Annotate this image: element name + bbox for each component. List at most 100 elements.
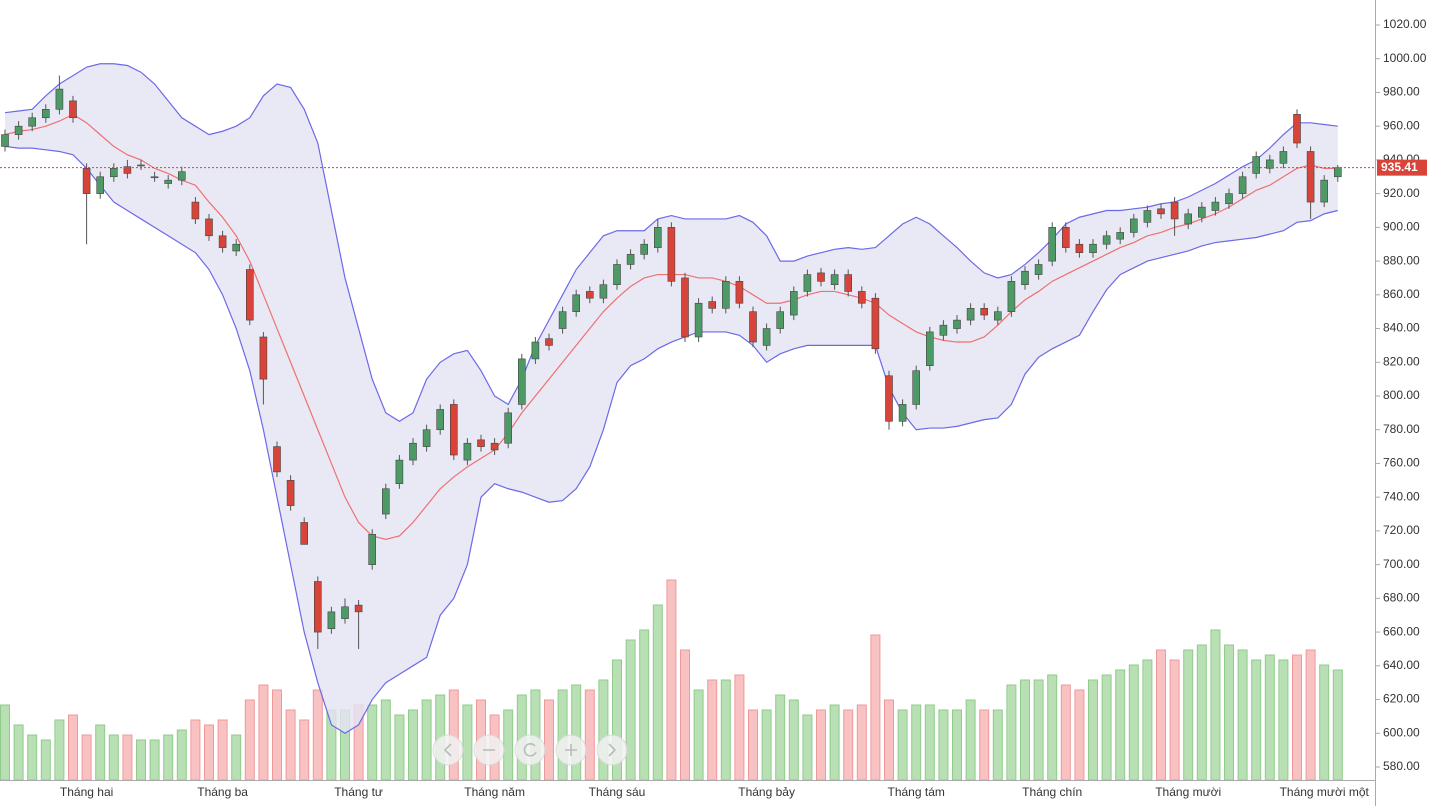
candle-body	[55, 88, 64, 110]
candle-body	[246, 269, 254, 321]
x-tick-label: Tháng ba	[197, 785, 248, 799]
y-tick-label: 820.00	[1383, 354, 1420, 368]
candle-body	[110, 168, 118, 178]
volume-bar	[380, 699, 391, 781]
candle-body	[1130, 218, 1138, 233]
y-axis: 580.00 600.00 620.00 640.00 660.00 680.00 700.…	[1375, 17, 1427, 773]
candle-body	[164, 179, 172, 184]
last-price-label: 935.41	[1381, 160, 1418, 174]
candle-body	[1, 134, 9, 147]
x-tick-label: Tháng bảy	[738, 785, 795, 799]
y-tick-label: 600.00	[1383, 725, 1420, 739]
candle-body	[477, 439, 485, 447]
volume-bar	[1142, 659, 1153, 781]
candle-body	[653, 227, 662, 248]
volume-bar	[1183, 649, 1194, 781]
candle-body	[1334, 167, 1342, 178]
y-tick-label: 620.00	[1383, 692, 1420, 706]
y-tick-label: 640.00	[1383, 658, 1420, 672]
candle-body	[885, 375, 893, 422]
candle-body	[721, 281, 730, 309]
candle-body	[191, 201, 200, 220]
y-tick-label: 680.00	[1383, 591, 1420, 605]
volume-bar	[367, 704, 378, 781]
volume-bar	[707, 679, 718, 781]
candle-body	[1184, 213, 1192, 225]
scroll-left[interactable]	[432, 734, 464, 766]
candle-body	[300, 522, 309, 545]
candle-body	[1143, 210, 1152, 223]
candle-body	[504, 412, 513, 444]
y-tick-label: 720.00	[1383, 523, 1420, 537]
volume-bar	[816, 709, 826, 781]
candle-body	[69, 100, 77, 119]
candle-body	[354, 604, 363, 613]
x-tick-label: Tháng chín	[1022, 785, 1082, 799]
candle-body	[218, 235, 227, 248]
y-tick-label: 700.00	[1383, 557, 1420, 571]
volume-bar	[1047, 674, 1058, 781]
volume-bar	[1332, 669, 1343, 781]
volume-bar	[761, 709, 772, 781]
candle-body	[803, 274, 812, 292]
volume-bar	[856, 704, 867, 781]
volume-bar	[1264, 654, 1275, 781]
volume-bar	[544, 699, 554, 781]
volume-bar	[720, 679, 731, 781]
candle-body	[545, 338, 553, 346]
volume-bar	[897, 709, 908, 781]
volume-bar	[802, 714, 813, 781]
x-tick-label: Tháng sáu	[589, 785, 646, 799]
candle-body	[1102, 235, 1111, 245]
volume-bar	[163, 734, 174, 781]
candle-body	[844, 274, 853, 292]
candle-body	[613, 264, 621, 285]
y-tick-label: 980.00	[1383, 85, 1420, 99]
candle-body	[28, 117, 37, 127]
candle-body	[96, 176, 104, 194]
zoom-in[interactable]	[555, 734, 587, 766]
volume-bar	[1156, 649, 1166, 781]
candle-body	[1089, 243, 1097, 253]
candle-body	[1225, 193, 1233, 205]
scroll-right[interactable]	[596, 734, 628, 766]
upper-band-line	[4, 63, 1338, 423]
candle-body	[1211, 201, 1220, 211]
candle-body	[626, 254, 635, 265]
volume-layer	[0, 579, 1343, 781]
candle-body	[449, 404, 458, 456]
volume-bar	[13, 724, 24, 781]
reset[interactable]	[514, 734, 546, 766]
candle-body	[1252, 156, 1260, 174]
y-tick-label: 660.00	[1383, 624, 1420, 638]
volume-bar	[584, 689, 595, 781]
band-fill	[5, 63, 1338, 734]
volume-bar	[924, 704, 935, 781]
y-tick-label: 760.00	[1383, 456, 1420, 470]
volume-bar	[1292, 654, 1302, 781]
volume-bar	[625, 639, 636, 781]
y-tick-label: 920.00	[1383, 186, 1420, 200]
candle-body	[817, 272, 825, 282]
volume-bar	[1033, 679, 1044, 781]
volume-bar	[1020, 679, 1030, 781]
x-tick-label: Tháng mười	[1155, 785, 1221, 799]
candle-body	[409, 442, 417, 461]
volume-bar	[557, 689, 568, 781]
y-tick-label: 880.00	[1383, 253, 1420, 267]
volume-bar	[95, 724, 106, 781]
y-tick-label: 780.00	[1383, 422, 1420, 436]
candle-body	[178, 171, 186, 181]
zoom-out[interactable]	[473, 734, 505, 766]
volume-bar	[952, 709, 962, 781]
volume-bar	[693, 689, 704, 781]
candle-layer	[1, 75, 1342, 649]
candle-body	[708, 301, 717, 309]
volume-bar	[598, 679, 609, 781]
candle-body	[1238, 176, 1247, 194]
candle-body	[735, 281, 744, 304]
candle-body	[871, 297, 880, 350]
volume-bar	[231, 734, 242, 781]
